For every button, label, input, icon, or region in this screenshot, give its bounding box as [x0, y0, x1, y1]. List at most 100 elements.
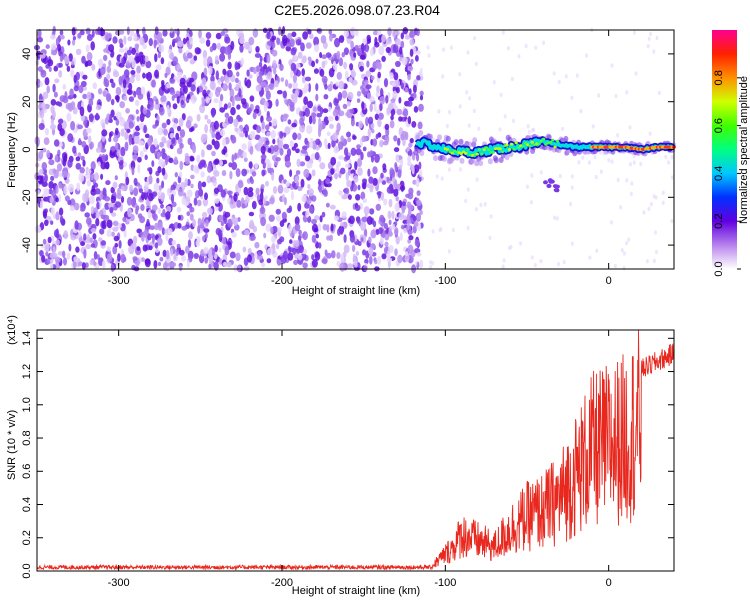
noise-cell — [285, 160, 291, 167]
noise-cell — [215, 132, 222, 140]
noise-cell — [283, 197, 287, 206]
noise-cell — [409, 137, 414, 144]
noise-cell — [309, 137, 314, 143]
noise-cell — [162, 262, 168, 270]
noise-cell — [95, 218, 100, 227]
noise-cell — [260, 184, 265, 189]
noise-cell — [390, 98, 396, 104]
noise-cell — [213, 170, 220, 177]
noise-cell — [295, 180, 300, 187]
noise-cell — [67, 159, 73, 168]
noise-cell — [389, 72, 394, 80]
signal-halo — [493, 157, 499, 164]
noise-cell — [100, 161, 107, 170]
noise-cell — [187, 250, 194, 260]
noise-cell — [57, 101, 63, 107]
noise-cell — [137, 93, 144, 100]
noise-cell — [184, 155, 191, 165]
noise-cell — [304, 83, 309, 92]
noise-cell — [77, 124, 83, 130]
noise-cell — [353, 52, 357, 58]
noise-cell — [224, 211, 231, 218]
noise-cell — [323, 188, 327, 197]
noise-cell — [162, 208, 166, 216]
noise-cell — [581, 155, 585, 160]
noise-cell — [66, 65, 71, 72]
noise-cell — [392, 43, 399, 54]
x-tick-label: -100 — [434, 275, 456, 287]
noise-cell — [330, 168, 335, 175]
noise-cell — [361, 135, 367, 143]
noise-cell — [356, 47, 363, 56]
y-tick-label: 0 — [21, 146, 33, 152]
noise-cell — [472, 108, 476, 114]
x-tick-label: -300 — [108, 577, 130, 589]
noise-cell — [53, 139, 60, 147]
noise-cell — [407, 65, 414, 72]
noise-cell — [94, 172, 99, 181]
noise-cell — [244, 229, 250, 236]
noise-cell — [401, 130, 408, 140]
noise-cell — [264, 104, 267, 113]
noise-cell — [344, 187, 350, 195]
noise-cell — [158, 185, 162, 191]
noise-cell — [132, 256, 138, 261]
noise-cell — [276, 90, 283, 95]
noise-cell — [52, 168, 57, 174]
signal-core — [498, 147, 502, 151]
noise-cell — [240, 98, 247, 105]
noise-cell — [526, 184, 529, 189]
noise-cell — [261, 262, 266, 268]
noise-cell — [414, 239, 420, 247]
noise-cell — [135, 72, 141, 82]
noise-cell — [50, 118, 55, 125]
noise-cell — [287, 119, 292, 125]
noise-cell — [146, 103, 151, 110]
noise-cell — [499, 92, 503, 98]
noise-cell — [183, 56, 189, 62]
noise-cell — [158, 106, 165, 116]
noise-cell — [248, 36, 255, 46]
noise-cell — [196, 114, 201, 122]
noise-cell — [139, 112, 145, 123]
noise-cell — [652, 49, 656, 54]
noise-cell — [55, 197, 59, 203]
noise-cell — [50, 189, 57, 197]
signal-core — [551, 138, 555, 142]
noise-cell — [215, 70, 219, 80]
noise-cell — [129, 184, 134, 193]
noise-cell — [271, 118, 278, 127]
noise-cell — [391, 223, 396, 231]
noise-cell — [468, 96, 472, 101]
noise-cell — [189, 77, 195, 83]
noise-cell — [387, 231, 393, 237]
noise-cell — [46, 85, 50, 94]
noise-cell — [37, 54, 41, 61]
noise-cell — [404, 34, 411, 40]
noise-cell — [561, 126, 565, 132]
noise-cell — [370, 122, 375, 129]
noise-cell — [128, 121, 134, 129]
noise-cell — [238, 149, 242, 154]
noise-cell — [322, 223, 328, 231]
noise-cell — [315, 83, 319, 92]
noise-cell — [341, 52, 346, 58]
noise-cell — [124, 132, 129, 141]
noise-cell — [38, 150, 44, 160]
noise-cell — [106, 229, 112, 238]
noise-cell — [402, 215, 407, 220]
noise-cell — [201, 149, 205, 158]
noise-cell — [498, 127, 502, 132]
noise-cell — [213, 98, 219, 104]
noise-cell — [304, 202, 310, 209]
noise-cell — [396, 202, 400, 211]
noise-cell — [170, 184, 176, 191]
noise-cell — [132, 154, 138, 161]
noise-cell — [261, 120, 265, 130]
noise-cell — [88, 98, 94, 107]
noise-cell — [519, 241, 522, 246]
noise-cell — [187, 137, 193, 146]
noise-cell — [98, 58, 104, 68]
noise-cell — [202, 89, 207, 97]
noise-cell — [562, 259, 566, 265]
